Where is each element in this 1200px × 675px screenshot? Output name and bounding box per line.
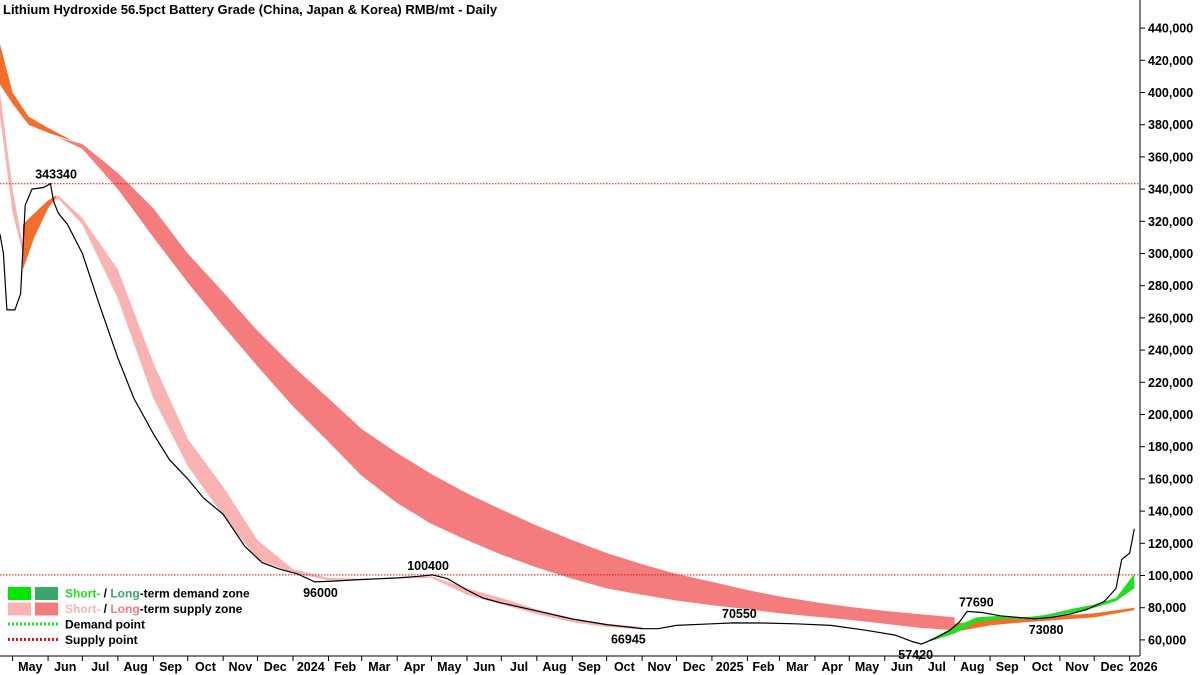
y-tick-label: 140,000: [1148, 505, 1193, 519]
legend-label-part: /: [100, 587, 110, 601]
y-tick-label: 440,000: [1148, 22, 1193, 36]
legend-label: Short- / Long-term supply zone: [65, 602, 243, 616]
legend-label-part: /: [100, 602, 110, 616]
legend-swatch-short: [8, 587, 31, 600]
x-tick-label: Oct: [1032, 660, 1054, 674]
zones-layer: [0, 44, 1135, 642]
y-tick-label: 260,000: [1148, 311, 1193, 325]
y-tick-label: 280,000: [1148, 279, 1193, 293]
y-tick-label: 60,000: [1148, 633, 1186, 647]
x-tick-label: Jun: [54, 660, 76, 674]
early-long-term-zone: [0, 44, 70, 141]
y-tick-label: 420,000: [1148, 54, 1193, 68]
annotation-label: 100400: [407, 559, 449, 573]
legend-label-part: Demand point: [65, 618, 145, 632]
x-tick-label: Oct: [614, 660, 636, 674]
x-tick-label: Oct: [195, 660, 217, 674]
legend-label-part: Short-: [65, 587, 100, 601]
legend-label: Supply point: [65, 633, 138, 647]
x-tick-label: 2024: [297, 660, 325, 674]
legend-swatch-long: [35, 602, 58, 616]
y-tick-label: 360,000: [1148, 150, 1193, 164]
x-tick-label: Aug: [123, 660, 147, 674]
annotation-label: 96000: [303, 586, 338, 600]
annotation-label: 77690: [959, 595, 994, 609]
x-tick-label: Jul: [510, 660, 528, 674]
x-tick-label: Dec: [683, 660, 706, 674]
y-tick-label: 400,000: [1148, 86, 1193, 100]
legend-swatch-long: [35, 587, 58, 600]
y-tick-label: 380,000: [1148, 118, 1193, 132]
x-tick-label: Mar: [368, 660, 390, 674]
x-tick-label: Nov: [229, 660, 253, 674]
x-tick-label: Sep: [159, 660, 182, 674]
y-tick-label: 160,000: [1148, 472, 1193, 486]
legend-label-part: -term demand zone: [140, 587, 250, 601]
annotation-label: 343340: [35, 168, 77, 182]
legend-label-part: Supply point: [65, 633, 138, 647]
chart-title: Lithium Hydroxide 56.5pct Battery Grade …: [3, 2, 498, 17]
x-tick-label: Apr: [821, 660, 843, 674]
x-tick-label: May: [437, 660, 461, 674]
legend-label-part: Short-: [65, 602, 100, 616]
y-tick-label: 200,000: [1148, 408, 1193, 422]
late-demand-zone: [929, 573, 1135, 642]
x-tick-label: Jun: [891, 660, 913, 674]
annotation-label: 57420: [898, 648, 933, 662]
y-tick-label: 220,000: [1148, 376, 1193, 390]
early-orange-band: [22, 195, 57, 270]
x-tick-label: 2026: [1130, 660, 1158, 674]
y-tick-label: 100,000: [1148, 569, 1193, 583]
supply-lines-layer: [0, 183, 1140, 576]
legend-label-part: -term supply zone: [140, 602, 243, 616]
annotation-label: 66945: [611, 633, 646, 647]
legend-swatch-short: [8, 602, 31, 616]
x-tick-label: May: [855, 660, 879, 674]
x-tick-label: Dec: [264, 660, 287, 674]
x-tick-label: Nov: [647, 660, 671, 674]
y-tick-label: 300,000: [1148, 247, 1193, 261]
x-tick-label: Sep: [996, 660, 1019, 674]
x-tick-label: Jun: [473, 660, 495, 674]
y-tick-label: 340,000: [1148, 183, 1193, 197]
x-tick-label: 2025: [716, 660, 744, 674]
x-tick-label: Nov: [1065, 660, 1089, 674]
x-tick-label: Mar: [786, 660, 808, 674]
x-tick-label: Feb: [752, 660, 775, 674]
legend-label: Demand point: [65, 618, 145, 632]
y-tick-label: 80,000: [1148, 601, 1186, 615]
x-tick-label: Aug: [542, 660, 566, 674]
legend-label-part: Long: [110, 587, 139, 601]
x-tick-label: Feb: [334, 660, 357, 674]
annotation-label: 70550: [722, 607, 757, 621]
price-layer: [0, 182, 1135, 645]
x-tick-label: Sep: [578, 660, 601, 674]
x-tick-label: Jul: [91, 660, 109, 674]
long-term-supply-zone: [58, 137, 955, 631]
y-tick-label: 320,000: [1148, 215, 1193, 229]
x-tick-label: Jul: [928, 660, 946, 674]
legend-label-part: Long: [110, 602, 139, 616]
y-tick-label: 120,000: [1148, 537, 1193, 551]
annotation-label: 73080: [1029, 623, 1064, 637]
x-tick-label: Aug: [960, 660, 984, 674]
x-tick-label: Apr: [404, 660, 426, 674]
x-tick-label: Dec: [1100, 660, 1123, 674]
price-line: [0, 182, 1135, 645]
legend-label: Short- / Long-term demand zone: [65, 587, 250, 601]
y-tick-label: 180,000: [1148, 440, 1193, 454]
x-tick-label: May: [18, 660, 42, 674]
y-tick-label: 240,000: [1148, 344, 1193, 358]
late-long-term-zone: [954, 607, 1135, 632]
annotations-layer: 343340 96000 100400 66945 70550 57420 77690 730…: [35, 168, 1063, 662]
